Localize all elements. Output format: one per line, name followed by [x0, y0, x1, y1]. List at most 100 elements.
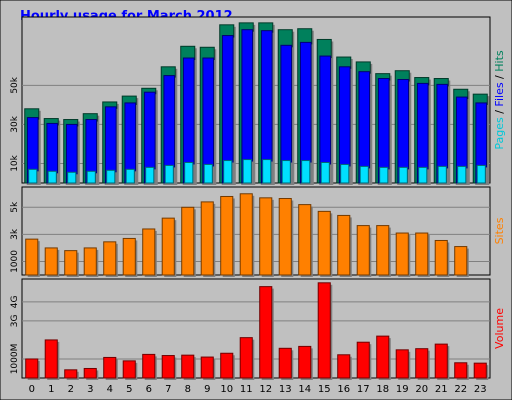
legend-part: Sites — [493, 217, 506, 244]
x-tick-label: 18 — [376, 384, 389, 395]
sites-bar — [317, 210, 331, 276]
panel-sites: 1000 3k 5k Sites — [10, 186, 506, 277]
sites-bar — [25, 238, 39, 276]
y-tick-label: 10k — [10, 154, 20, 171]
x-tick-label: 12 — [259, 384, 272, 395]
pages-bar — [164, 164, 174, 184]
volume-bar — [25, 358, 39, 379]
pages-bar — [106, 169, 116, 184]
pages-bar — [398, 166, 408, 184]
sites-bar — [259, 197, 273, 276]
legend-sites: Sites — [493, 217, 506, 244]
pages-bar — [476, 164, 486, 184]
pages-bar — [457, 165, 467, 184]
y-tick-label: 50k — [10, 76, 20, 93]
pages-bar — [28, 168, 38, 184]
sites-bar — [142, 228, 156, 276]
pages-bar — [281, 160, 291, 184]
pages-bar — [359, 165, 369, 184]
sites-bar — [395, 232, 409, 276]
volume-bar — [298, 345, 312, 379]
pages-bar — [340, 163, 350, 184]
pages-bar — [47, 170, 57, 184]
volume-bar — [454, 362, 468, 379]
pages-bar — [67, 171, 77, 184]
x-tick-label: 11 — [240, 384, 253, 395]
pages-bar — [223, 160, 233, 184]
sites-bar — [83, 247, 97, 276]
panel-volume: 1000M 3G 4G Volume — [10, 278, 506, 380]
legend-part: Volume — [493, 308, 506, 349]
chart-panels: 10k 30k 50k Pages / Files / Hits 1000 3k 5k Sit… — [10, 16, 506, 395]
panel-frame — [21, 186, 491, 276]
pages-bar — [86, 170, 96, 184]
y-tick-label: 5k — [10, 201, 20, 213]
volume-bar — [395, 349, 409, 379]
pages-bar — [379, 166, 389, 184]
pages-bar — [184, 161, 194, 184]
volume-bar — [142, 353, 156, 379]
volume-bar — [161, 355, 175, 379]
volume-bar — [278, 347, 292, 379]
volume-bar — [434, 343, 448, 379]
x-tick-label: 3 — [87, 384, 93, 395]
x-tick-label: 1 — [48, 384, 54, 395]
volume-bar — [83, 367, 97, 379]
volume-bar — [376, 335, 390, 379]
pages-bar — [242, 159, 252, 184]
x-tick-label: 5 — [126, 384, 132, 395]
legend-part: Hits — [493, 50, 506, 72]
pages-bar — [418, 166, 428, 184]
pages-bar — [125, 168, 135, 184]
sites-bar — [298, 204, 312, 276]
pages-bar — [145, 166, 155, 184]
sites-bar — [454, 246, 468, 276]
y-tick-label: 3k — [10, 228, 20, 240]
pages-bar — [262, 159, 272, 184]
y-tick-label: 30k — [10, 115, 20, 132]
sites-bar — [376, 225, 390, 276]
sites-bar — [161, 217, 175, 276]
pages-bar — [437, 165, 447, 184]
x-tick-label: 20 — [415, 384, 428, 395]
legend-volume: Volume — [493, 308, 506, 349]
x-tick-label: 15 — [318, 384, 331, 395]
x-tick-label: 8 — [185, 384, 191, 395]
x-tick-label: 14 — [298, 384, 311, 395]
volume-bar — [220, 352, 234, 379]
legend-part: / — [493, 72, 506, 83]
x-tick-label: 10 — [220, 384, 233, 395]
sites-bar — [434, 239, 448, 276]
legend-hits-files-pages: Pages / Files / Hits — [493, 50, 506, 150]
volume-bar — [181, 354, 195, 379]
sites-bar — [64, 250, 78, 276]
pages-bar — [203, 163, 213, 184]
sites-bar — [122, 237, 136, 276]
x-tick-label: 23 — [474, 384, 487, 395]
x-axis-labels: 0 1 2 3 4 5 6 7 8 9 10 11 12 13 14 15 16 17 18 19 20 21 22 23 — [29, 384, 487, 395]
volume-bar — [64, 369, 78, 379]
volume-bar — [103, 356, 117, 379]
sites-bar — [220, 195, 234, 276]
legend-part: / — [493, 107, 506, 118]
volume-bar — [473, 362, 487, 379]
pages-bar — [301, 160, 311, 184]
volume-bar — [317, 282, 331, 379]
sites-bar — [181, 206, 195, 276]
x-tick-label: 4 — [107, 384, 113, 395]
x-tick-label: 17 — [357, 384, 370, 395]
pages-bar — [320, 161, 330, 184]
x-tick-label: 13 — [279, 384, 292, 395]
volume-bar — [337, 354, 351, 379]
volume-bar — [239, 337, 253, 379]
sites-bar — [415, 232, 429, 276]
x-tick-label: 6 — [146, 384, 152, 395]
sites-bar — [239, 193, 253, 276]
sites-bar — [44, 247, 58, 276]
volume-bar — [356, 341, 370, 379]
x-tick-label: 21 — [435, 384, 448, 395]
panel-hits-files-pages: 10k 30k 50k Pages / Files / Hits — [10, 16, 506, 186]
x-tick-label: 22 — [454, 384, 467, 395]
sites-bar — [103, 241, 117, 276]
